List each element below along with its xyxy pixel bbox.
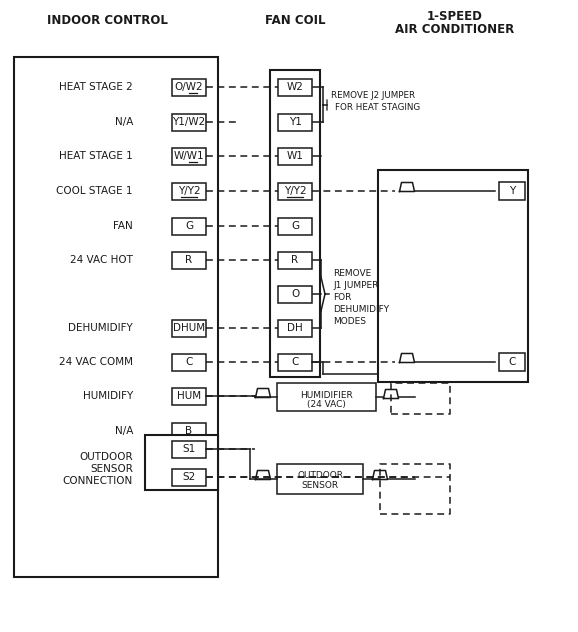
Bar (172, 387, 206, 404)
Bar (277, 383, 376, 411)
Bar (278, 183, 312, 200)
Text: G: G (291, 221, 299, 231)
Text: Y/Y2: Y/Y2 (177, 186, 201, 196)
Text: Y1: Y1 (288, 117, 302, 127)
Bar (172, 147, 206, 164)
Bar (270, 70, 320, 377)
Text: R: R (291, 255, 299, 265)
Text: INDOOR CONTROL: INDOOR CONTROL (47, 14, 168, 27)
Text: DEHUMIDIFY: DEHUMIDIFY (333, 305, 389, 315)
Bar (278, 286, 312, 303)
Text: B: B (186, 426, 192, 436)
Text: SENSOR: SENSOR (90, 464, 133, 474)
Text: DH: DH (287, 323, 303, 333)
Text: S2: S2 (183, 472, 195, 482)
Text: DEHUMIDIFY: DEHUMIDIFY (68, 323, 133, 333)
Text: N/A: N/A (114, 117, 133, 127)
Text: R: R (186, 255, 192, 265)
Text: O: O (291, 289, 299, 299)
Text: 24 VAC COMM: 24 VAC COMM (59, 357, 133, 367)
Text: W2: W2 (287, 82, 303, 92)
Bar (278, 252, 312, 269)
Bar (172, 252, 206, 269)
Text: DHUM: DHUM (173, 323, 205, 333)
Text: 1-SPEED: 1-SPEED (427, 10, 483, 23)
Text: MODES: MODES (333, 317, 366, 327)
Text: OUTDOOR: OUTDOOR (297, 471, 343, 480)
Text: W1: W1 (287, 151, 303, 161)
Text: N/A: N/A (114, 426, 133, 436)
Bar (172, 468, 206, 485)
Text: Y1/W2: Y1/W2 (172, 117, 206, 127)
Bar (278, 78, 312, 95)
Text: C: C (508, 357, 516, 367)
Bar (172, 423, 206, 439)
Text: AIR CONDITIONER: AIR CONDITIONER (395, 23, 514, 36)
Bar (278, 320, 312, 336)
Bar (499, 182, 525, 200)
Bar (172, 114, 206, 130)
Text: REMOVE J2 JUMPER: REMOVE J2 JUMPER (331, 90, 415, 99)
Text: (24 VAC): (24 VAC) (307, 399, 346, 408)
Text: HUMIDIFIER: HUMIDIFIER (300, 391, 353, 399)
Text: COOL STAGE 1: COOL STAGE 1 (57, 186, 133, 196)
Text: C: C (291, 357, 299, 367)
Text: S1: S1 (183, 444, 195, 454)
Bar (14, 57, 218, 577)
Text: FOR HEAT STAGING: FOR HEAT STAGING (335, 104, 420, 112)
Text: O/W2: O/W2 (175, 82, 203, 92)
Text: HUMIDIFY: HUMIDIFY (83, 391, 133, 401)
Bar (499, 353, 525, 371)
Bar (145, 435, 218, 490)
Text: G: G (185, 221, 193, 231)
Text: HUM: HUM (177, 391, 201, 401)
Text: W/W1: W/W1 (173, 151, 204, 161)
Text: J1 JUMPER: J1 JUMPER (333, 281, 379, 291)
Text: REMOVE: REMOVE (333, 269, 371, 279)
Bar (172, 353, 206, 370)
Bar (172, 78, 206, 95)
Bar (172, 217, 206, 234)
Text: OUTDOOR: OUTDOOR (79, 452, 133, 462)
Text: FAN COIL: FAN COIL (265, 14, 325, 27)
Bar (172, 183, 206, 200)
Text: 24 VAC HOT: 24 VAC HOT (70, 255, 133, 265)
Bar (277, 464, 363, 494)
Text: HEAT STAGE 2: HEAT STAGE 2 (60, 82, 133, 92)
Bar (172, 320, 206, 336)
Bar (172, 441, 206, 458)
Bar (278, 353, 312, 370)
Text: FOR: FOR (333, 293, 351, 303)
Text: C: C (186, 357, 192, 367)
Text: Y/Y2: Y/Y2 (284, 186, 306, 196)
Text: HEAT STAGE 1: HEAT STAGE 1 (60, 151, 133, 161)
Text: Y: Y (509, 186, 515, 196)
Text: FAN: FAN (113, 221, 133, 231)
Bar (378, 170, 528, 382)
Bar (278, 217, 312, 234)
Text: CONNECTION: CONNECTION (63, 476, 133, 486)
Bar (278, 114, 312, 130)
Bar (278, 147, 312, 164)
Text: SENSOR: SENSOR (302, 480, 339, 490)
